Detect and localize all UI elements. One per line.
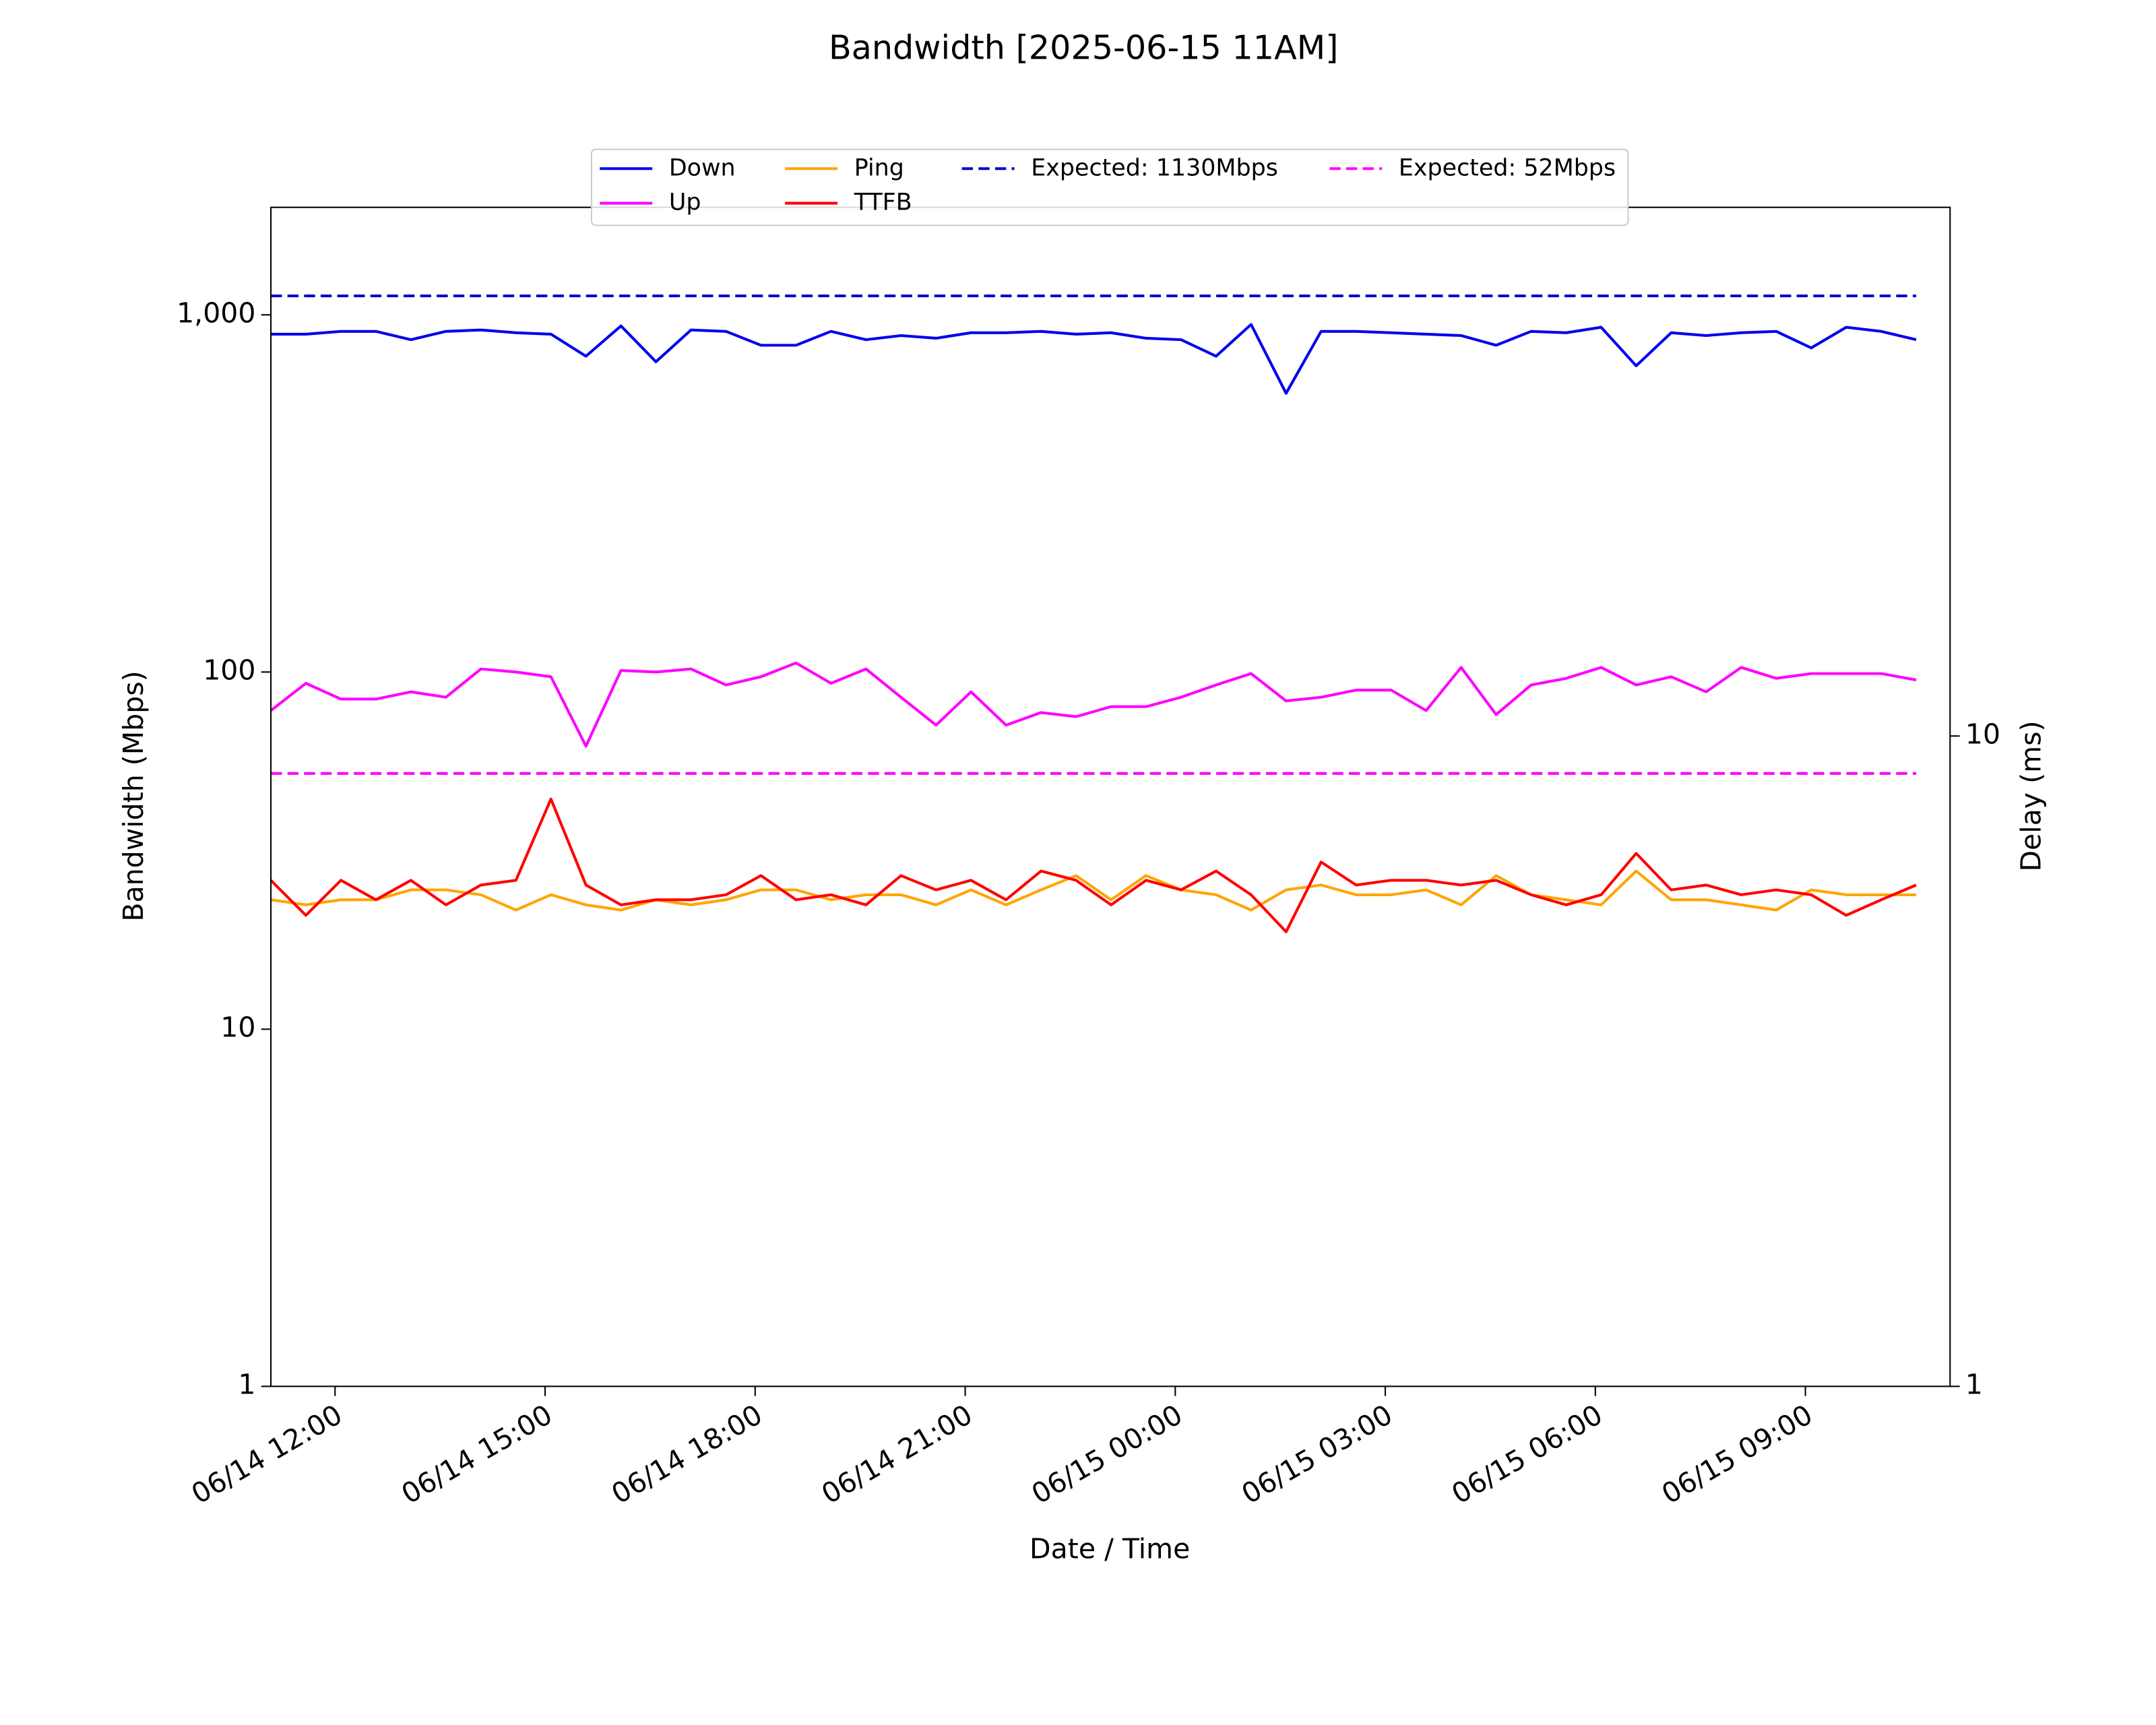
legend-label: Down: [669, 154, 736, 181]
legend-label: Expected: 1130Mbps: [1031, 154, 1278, 181]
y2-tick-label: 1: [1965, 1368, 1983, 1400]
series-line: [270, 661, 1917, 748]
legend-label: Ping: [854, 154, 904, 181]
legend-label: Up: [669, 189, 701, 216]
y-tick-label: 1: [238, 1368, 255, 1400]
legend-label: TTFB: [854, 189, 912, 216]
y2-axis-label: Delay (ms): [2015, 721, 2047, 872]
series-line: [270, 869, 1917, 912]
y2-tick-label: 10: [1965, 718, 2000, 750]
y-tick-label: 10: [220, 1011, 255, 1043]
y-tick-label: 1,000: [177, 296, 255, 329]
series-line: [270, 797, 1917, 933]
legend-label: Expected: 52Mbps: [1399, 154, 1616, 181]
chart-title: Bandwidth [2025-06-15 11AM]: [829, 28, 1339, 67]
series-line: [271, 323, 1917, 395]
x-axis-label: Date / Time: [1029, 1533, 1190, 1565]
y-tick-label: 100: [203, 654, 255, 686]
y-axis-label: Bandwidth (Mbps): [117, 670, 150, 921]
